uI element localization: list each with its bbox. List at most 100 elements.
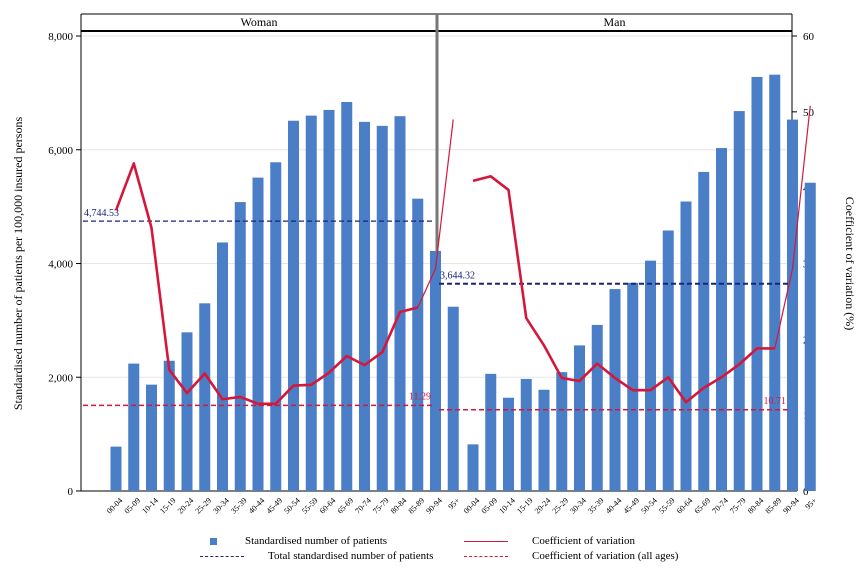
bar — [698, 171, 710, 491]
category-label: 25-29 — [551, 496, 571, 516]
legend-label-cv: Coefficient of variation — [532, 535, 636, 547]
bar — [520, 378, 532, 491]
bar — [787, 119, 798, 491]
bar — [110, 446, 122, 491]
bar — [751, 76, 763, 491]
bar — [181, 332, 193, 491]
category-label: 85-89 — [407, 496, 427, 516]
right-axis-title: Coefficient of variation (%) — [843, 197, 857, 330]
bar — [323, 109, 335, 491]
legend-item-total: Total standardised number of patients — [200, 548, 433, 564]
bar — [556, 372, 568, 491]
category-label: 50-54 — [282, 496, 302, 516]
category-label: 05-09 — [123, 496, 143, 516]
bar — [412, 198, 424, 491]
legend-item-cv-all: Coefficient of variation (all ages) — [464, 548, 678, 564]
bar — [341, 101, 353, 491]
bar — [662, 230, 674, 491]
left-tick-label: 6,000 — [48, 145, 73, 157]
legend-total-swatch — [200, 555, 244, 557]
category-label: 80-84 — [389, 496, 409, 516]
bar — [163, 360, 175, 491]
left-tick-label: 8,000 — [48, 31, 73, 43]
panel-title: Man — [604, 15, 626, 29]
category-label: 45-49 — [622, 496, 642, 516]
category-label: 30-34 — [568, 496, 588, 516]
category-label: 75-79 — [728, 496, 748, 516]
category-label: 60-64 — [318, 496, 338, 516]
category-label: 50-54 — [639, 496, 659, 516]
bar — [217, 242, 228, 491]
panel-title: Woman — [240, 15, 277, 29]
bar — [538, 389, 550, 491]
bar — [305, 115, 317, 491]
category-label: 00-04 — [105, 496, 125, 516]
category-label: 40-44 — [247, 496, 267, 516]
left-tick-label: 0 — [68, 486, 74, 498]
category-label: 55-59 — [657, 496, 677, 516]
bar — [609, 289, 621, 491]
bar — [467, 444, 479, 491]
left-axis-title: Standardised number of patients per 100,… — [11, 117, 25, 411]
right-tick-label: 0 — [803, 486, 809, 498]
cv-line — [114, 162, 419, 406]
category-label: 30-34 — [211, 496, 231, 516]
bar — [680, 201, 692, 491]
category-label: 70-74 — [353, 496, 373, 516]
total-label: 3,644.32 — [440, 271, 475, 282]
panel-man: Man 3,644.32 10.71 00-0405-0910-1415-1920-2… — [439, 15, 819, 516]
bar — [447, 306, 459, 491]
panel-woman: Woman 4,744.53 11.29 00-0405-0910-1415-1920… — [83, 15, 462, 516]
bar — [503, 397, 514, 491]
bar — [716, 148, 727, 491]
category-label: 20-24 — [176, 496, 196, 516]
bar — [270, 162, 282, 491]
cv-line-tail — [417, 119, 454, 308]
category-label: 95+ — [446, 496, 462, 512]
category-label: 35-39 — [586, 496, 606, 516]
bar — [199, 303, 211, 491]
category-label: 65-69 — [336, 496, 356, 516]
category-label: 15-19 — [158, 496, 178, 516]
category-label: 90-94 — [424, 496, 444, 516]
cv-all-label: 11.29 — [409, 391, 431, 402]
category-label: 10-14 — [140, 496, 160, 516]
bar — [128, 363, 140, 491]
category-label: 75-79 — [371, 496, 391, 516]
category-label: 20-24 — [533, 496, 553, 516]
bar — [645, 260, 656, 491]
right-tick-label: 60 — [803, 31, 815, 43]
cv-all-label: 10.71 — [764, 396, 787, 407]
bar — [394, 116, 406, 491]
bar — [359, 121, 370, 491]
category-label: 45-49 — [265, 496, 285, 516]
bar — [430, 250, 441, 491]
category-label: 10-14 — [497, 496, 517, 516]
category-label: 25-29 — [194, 496, 214, 516]
bar — [252, 177, 264, 491]
bar — [146, 384, 157, 491]
category-label: 95+ — [803, 496, 819, 512]
total-label: 4,744.53 — [84, 208, 119, 219]
bar — [574, 345, 585, 491]
bar — [485, 373, 497, 491]
bar — [804, 182, 816, 492]
legend-label-bars: Standardised number of patients — [245, 535, 388, 547]
legend-item-bars: Standardised number of patients — [200, 533, 387, 549]
left-tick-label: 4,000 — [48, 259, 73, 271]
legend-cv-swatch — [464, 540, 508, 542]
category-label: 90-94 — [781, 496, 801, 516]
legend-cv-all-swatch — [464, 555, 508, 557]
legend-label-cv-all: Coefficient of variation (all ages) — [532, 550, 679, 562]
legend-label-total: Total standardised number of patients — [268, 550, 434, 562]
bar — [288, 120, 299, 492]
category-label: 00-04 — [462, 496, 482, 516]
bar — [627, 282, 639, 491]
bar — [234, 202, 246, 491]
legend-bar-swatch — [210, 537, 217, 545]
cv-line — [472, 174, 775, 404]
category-label: 80-84 — [746, 496, 766, 516]
cv-line-tail — [774, 105, 811, 349]
bar — [733, 111, 745, 491]
